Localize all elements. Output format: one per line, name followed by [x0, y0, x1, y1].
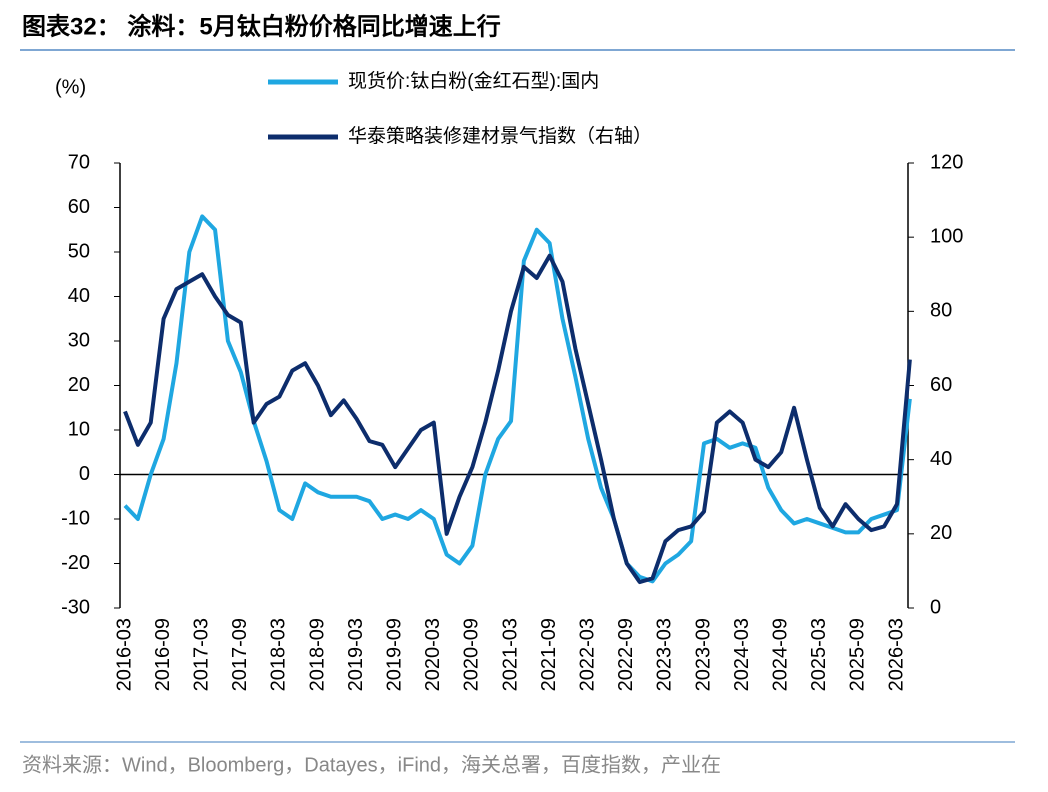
x-tick-label: 2022-09: [615, 618, 637, 691]
x-tick-label: 2019-09: [383, 618, 405, 691]
y-tick-label: -10: [61, 507, 90, 529]
x-tick-label: 2019-03: [345, 618, 367, 691]
y-tick-label: 30: [68, 329, 90, 351]
legend-label: 华泰策略装修建材景气指数（右轴）: [348, 125, 652, 147]
y2-tick-label: 80: [930, 300, 952, 322]
x-tick-label: 2025-03: [808, 618, 830, 691]
data-line: [123, 214, 912, 584]
x-tick-label: 2021-03: [499, 618, 521, 691]
x-tick-label: 2018-09: [306, 618, 328, 691]
y-tick-label: -30: [61, 596, 90, 618]
y2-tick-label: 0: [930, 596, 941, 618]
x-tick-label: 2021-09: [538, 618, 560, 691]
x-tick-label: 2024-03: [731, 618, 753, 691]
y-tick-label: 0: [79, 463, 90, 485]
x-tick-label: 2020-03: [422, 618, 444, 691]
y-tick-label: 10: [68, 418, 90, 440]
x-tick-label: 2022-03: [576, 618, 598, 691]
y-tick-label: 70: [68, 151, 90, 173]
y2-tick-label: 120: [930, 151, 963, 173]
x-tick-label: 2018-03: [268, 618, 290, 691]
x-tick-label: 2023-09: [692, 618, 714, 691]
x-tick-label: 2026-03: [885, 618, 907, 691]
y-tick-label: 20: [68, 374, 90, 396]
y2-tick-label: 100: [930, 225, 963, 247]
source: 资料来源：Wind，Bloomberg，Datayes，iFind，海关总署，百…: [22, 753, 721, 776]
y2-tick-label: 20: [930, 522, 952, 544]
y-axis-label: (%): [55, 76, 86, 98]
y-tick-label: 40: [68, 285, 90, 307]
x-tick-label: 2017-09: [229, 618, 251, 691]
y2-tick-label: 60: [930, 374, 952, 396]
data-line: [123, 253, 912, 585]
x-tick-label: 2016-09: [152, 618, 174, 691]
y-tick-label: 60: [68, 196, 90, 218]
x-tick-label: 2020-09: [461, 618, 483, 691]
legend-label: 现货价:钛白粉(金红石型):国内: [348, 70, 599, 92]
y2-tick-label: 40: [930, 448, 952, 470]
x-tick-label: 2017-03: [190, 618, 212, 691]
x-tick-label: 2024-09: [769, 618, 791, 691]
chart-title: 图表32： 涂料：5月钛白粉价格同比增速上行: [22, 12, 501, 40]
x-tick-label: 2023-03: [654, 618, 676, 691]
x-tick-label: 2016-03: [113, 618, 135, 691]
y-tick-label: 50: [68, 240, 90, 262]
x-tick-label: 2025-09: [847, 618, 869, 691]
y-tick-label: -20: [61, 552, 90, 574]
